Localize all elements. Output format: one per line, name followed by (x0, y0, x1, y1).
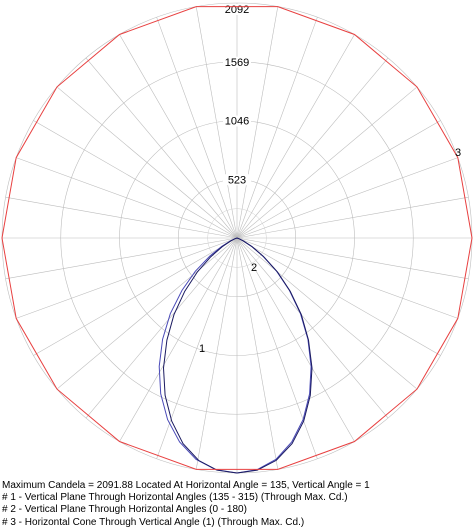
curve-label-2: 2 (251, 262, 257, 274)
series-2-curve (162, 237, 313, 474)
chart-legend: Maximum Candela = 2091.88 Located At Hor… (2, 480, 472, 529)
series-3-cone (1, 6, 473, 470)
candela-curves (1, 6, 473, 474)
polar-candela-chart: 523 1046 1569 2092 1 2 3 (1, 2, 473, 474)
grid-circle (207, 208, 267, 268)
curve-labels: 1 2 3 (199, 147, 461, 355)
legend-item-2: # 2 - Vertical Plane Through Horizontal … (2, 504, 247, 516)
tick-label-bg (223, 174, 251, 186)
tick-label-bg (223, 56, 251, 68)
radial-tick-label: 1046 (225, 116, 249, 128)
polar-grid (1, 2, 473, 474)
radial-tick-label: 1569 (225, 57, 249, 69)
max-candela-text: Maximum Candela = 2091.88 Located At Hor… (2, 480, 370, 491)
tick-label-bg (223, 115, 251, 127)
legend-item-1: # 1 - Vertical Plane Through Horizontal … (2, 492, 348, 504)
tick-label-bg (223, 4, 251, 15)
curve-label-3: 3 (455, 147, 461, 159)
curve-label-1: 1 (199, 343, 205, 355)
legend-item-3: # 3 - Horizontal Cone Through Vertical A… (2, 516, 305, 528)
radial-tick-label: 2092 (225, 4, 249, 16)
radial-tick-label: 523 (228, 174, 246, 186)
